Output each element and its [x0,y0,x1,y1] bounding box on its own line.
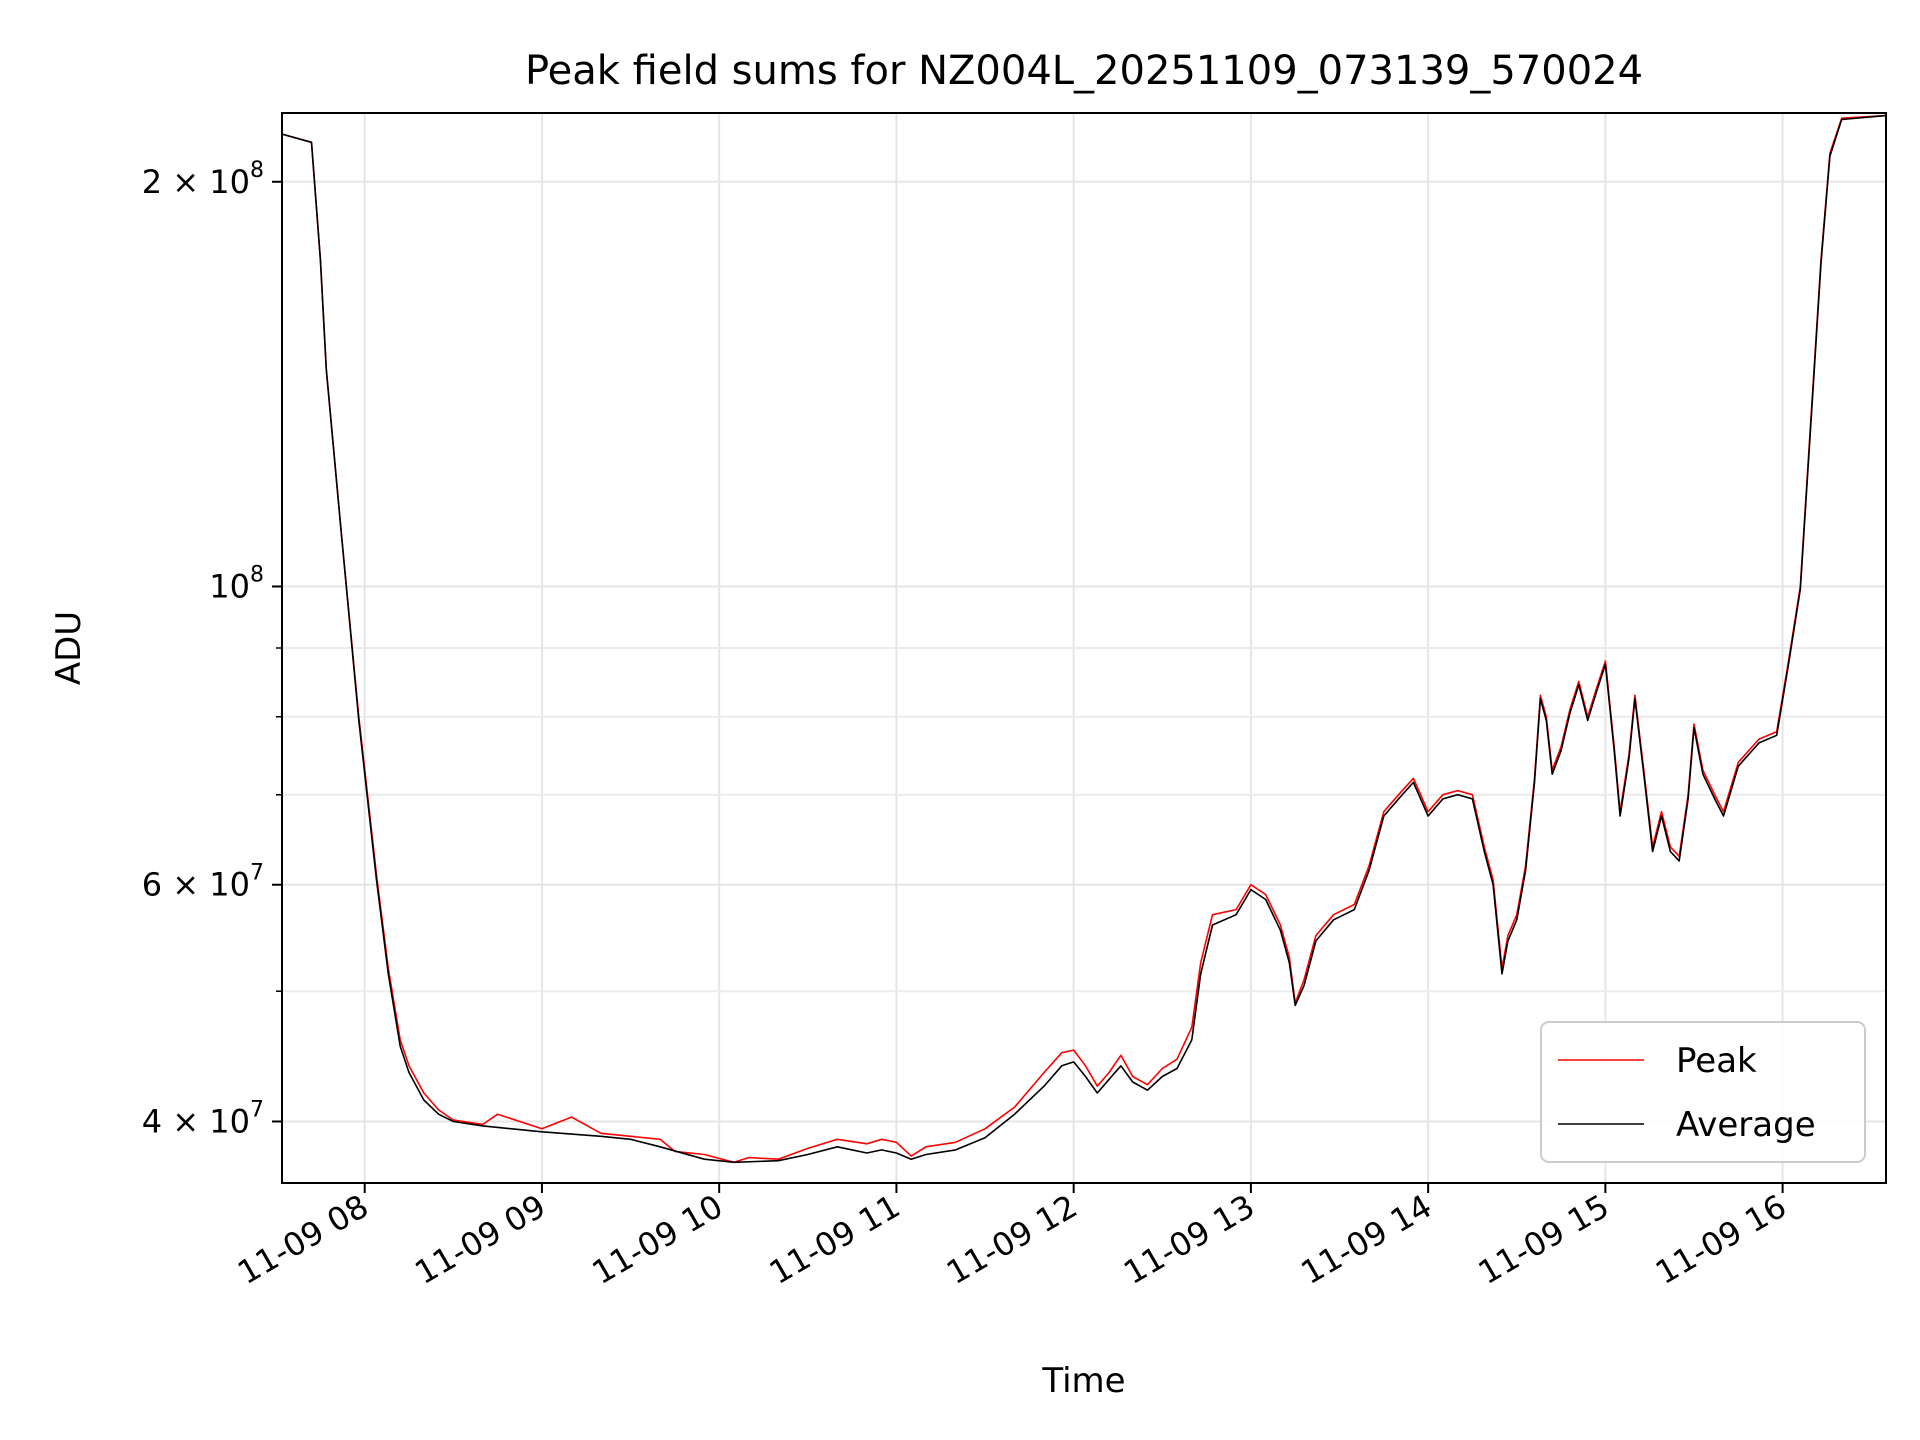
y-tick-base: 2 × 10 [142,163,250,201]
y-axis-label: ADU [49,611,89,685]
y-tick-exponent: 8 [250,158,264,183]
y-tick-exponent: 7 [250,861,264,886]
legend-label-peak: Peak [1676,1041,1757,1081]
x-axis-label: Time [1041,1361,1125,1401]
y-tick-label: 6 × 107 [142,861,264,904]
y-tick-exponent: 7 [250,1097,264,1122]
y-tick-base: 6 × 10 [142,866,250,904]
series-line-average [281,114,1887,1164]
legend-label-average: Average [1676,1105,1816,1145]
y-tick-label: 2 × 108 [142,158,264,201]
y-tick-exponent: 8 [250,562,264,587]
y-tick-label: 4 × 107 [142,1097,264,1140]
series-line-peak [281,114,1887,1164]
legend: Peak Average [1540,1021,1866,1163]
y-tick-label: 108 [209,562,264,605]
series-layer [281,114,1887,1164]
legend-box [1540,1021,1866,1163]
chart-title: Peak field sums for NZ004L_20251109_0731… [525,48,1643,94]
y-tick-base: 10 [209,567,250,605]
y-tick-base: 4 × 10 [142,1102,250,1140]
